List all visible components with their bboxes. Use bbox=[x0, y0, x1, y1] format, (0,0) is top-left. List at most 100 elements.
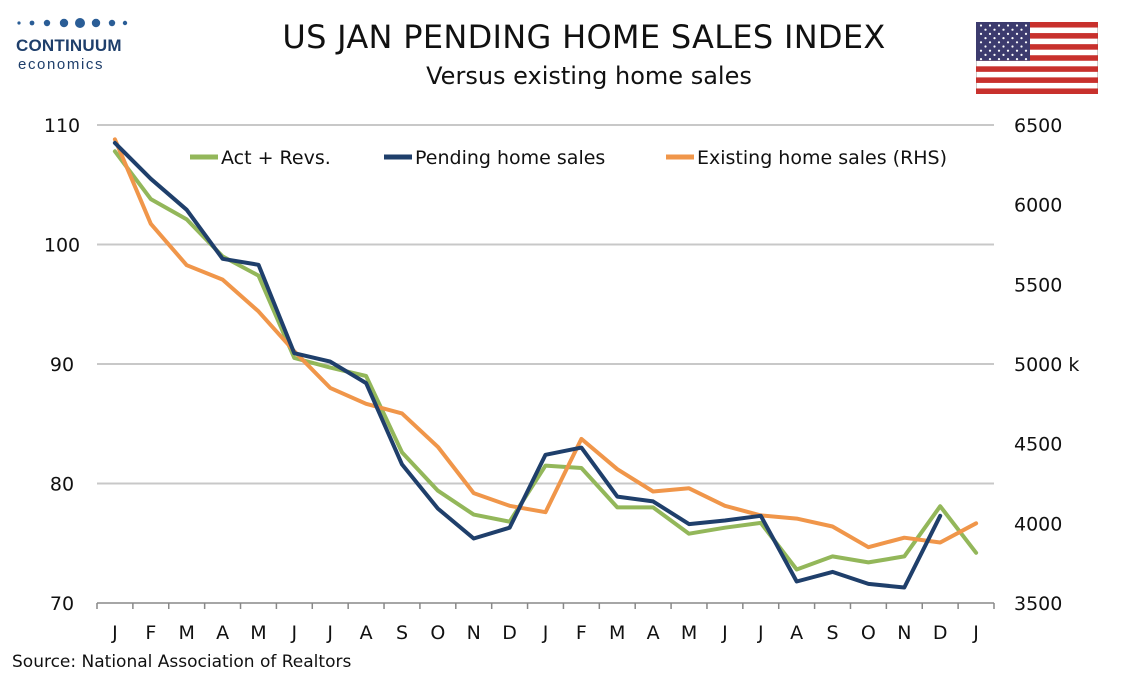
legend-act-revs: Act + Revs. bbox=[190, 147, 331, 169]
x-tick-label: M bbox=[609, 622, 625, 644]
y-right-tick-label: 5000 k bbox=[1014, 354, 1079, 376]
flag-star bbox=[1011, 53, 1014, 56]
flag-star bbox=[997, 32, 1001, 35]
flag-stripe bbox=[976, 44, 1098, 50]
flag-star bbox=[1011, 45, 1014, 48]
x-tick-label: O bbox=[861, 622, 876, 644]
chart-subtitle: Versus existing home sales bbox=[426, 62, 752, 90]
x-tick-label: A bbox=[216, 622, 229, 644]
flag-star bbox=[997, 58, 1001, 61]
legend-label: Pending home sales bbox=[415, 147, 605, 169]
flag-stripe bbox=[976, 88, 1098, 94]
y-right-tick-label: 3500 bbox=[1014, 593, 1062, 615]
continuum-economics-logo: CONTINUUM economics bbox=[12, 14, 142, 73]
x-tick-label: F bbox=[145, 622, 156, 644]
legend-label: Act + Revs. bbox=[221, 147, 331, 169]
y-left-tick-label: 80 bbox=[50, 474, 74, 496]
x-tick-label: J bbox=[757, 622, 764, 644]
flag-star bbox=[997, 49, 1001, 52]
flag-star bbox=[1006, 24, 1010, 27]
y-right-tick-label: 4500 bbox=[1014, 434, 1062, 456]
x-tick-label: D bbox=[933, 622, 948, 644]
flag-star bbox=[1020, 53, 1023, 56]
flag-star bbox=[1015, 49, 1019, 52]
flag-star bbox=[1020, 28, 1023, 31]
flag-star bbox=[1006, 32, 1010, 35]
x-tick-label: J bbox=[326, 622, 333, 644]
flag-star bbox=[1015, 58, 1019, 61]
flag-star bbox=[1020, 37, 1023, 40]
chart-title: US JAN PENDING HOME SALES INDEX bbox=[282, 18, 886, 56]
y-left-tick-label: 70 bbox=[50, 593, 74, 615]
logo-subtitle: economics bbox=[18, 56, 105, 73]
flag-star bbox=[993, 37, 996, 40]
flag-star bbox=[1020, 45, 1023, 48]
x-tick-label: F bbox=[576, 622, 587, 644]
x-tick-label: M bbox=[250, 622, 266, 644]
flag-star bbox=[988, 32, 992, 35]
flag-star bbox=[993, 53, 996, 56]
flag-star bbox=[984, 37, 987, 40]
flag-star bbox=[993, 28, 996, 31]
flag-star bbox=[1002, 53, 1005, 56]
flag-star bbox=[1011, 28, 1014, 31]
flag-star bbox=[979, 24, 983, 27]
legend-label: Existing home sales (RHS) bbox=[697, 147, 947, 169]
x-tick-label: J bbox=[721, 622, 728, 644]
flag-star bbox=[1006, 49, 1010, 52]
x-tick-label: S bbox=[827, 622, 839, 644]
flag-star bbox=[1002, 37, 1005, 40]
flag-star bbox=[1011, 37, 1014, 40]
x-tick-label: S bbox=[396, 622, 408, 644]
logo-wordmark: CONTINUUM bbox=[16, 36, 122, 55]
y-right-tick-label: 6500 bbox=[1014, 115, 1062, 137]
flag-star bbox=[1024, 49, 1028, 52]
flag-star bbox=[1015, 32, 1019, 35]
flag-star bbox=[1024, 32, 1028, 35]
x-tick-label: O bbox=[430, 622, 445, 644]
flag-stripe bbox=[976, 22, 1098, 28]
x-tick-label: A bbox=[790, 622, 803, 644]
flag-star bbox=[997, 24, 1001, 27]
flag-star bbox=[979, 58, 983, 61]
flag-star bbox=[988, 24, 992, 27]
y-left-tick-label: 90 bbox=[50, 354, 74, 376]
flag-stripe bbox=[976, 33, 1098, 39]
flag-star bbox=[984, 53, 987, 56]
flag-star bbox=[1002, 28, 1005, 31]
x-tick-label: M bbox=[681, 622, 697, 644]
flag-star bbox=[993, 45, 996, 48]
flag-star bbox=[988, 41, 992, 44]
x-tick-label: A bbox=[360, 622, 373, 644]
flag-star bbox=[1024, 41, 1028, 44]
x-tick-label: N bbox=[897, 622, 911, 644]
flag-star bbox=[984, 28, 987, 31]
flag-star bbox=[1006, 58, 1010, 61]
x-tick-label: D bbox=[502, 622, 517, 644]
flag-star bbox=[997, 41, 1001, 44]
flag-stripe bbox=[976, 66, 1098, 72]
flag-stripe bbox=[976, 77, 1098, 83]
flag-star bbox=[988, 58, 992, 61]
y-left-tick-label: 110 bbox=[44, 115, 80, 137]
source-note: Source: National Association of Realtors bbox=[12, 652, 352, 672]
y-right-tick-label: 5500 bbox=[1014, 274, 1062, 296]
flag-star bbox=[988, 49, 992, 52]
flag-star bbox=[1006, 41, 1010, 44]
x-tick-label: J bbox=[542, 622, 549, 644]
legend-pending: Pending home sales bbox=[384, 147, 605, 169]
flag-star bbox=[1024, 58, 1028, 61]
flag-star bbox=[1024, 24, 1028, 27]
series-pending-line bbox=[112, 140, 943, 590]
us-flag-icon bbox=[976, 22, 1098, 94]
y-right-tick-label: 4000 bbox=[1014, 513, 1062, 535]
y-left-tick-label: 100 bbox=[44, 235, 80, 257]
flag-stripe bbox=[976, 55, 1098, 61]
x-tick-label: J bbox=[111, 622, 118, 644]
flag-star bbox=[1015, 41, 1019, 44]
logo-dots-icon bbox=[17, 18, 128, 28]
x-tick-label: J bbox=[291, 622, 298, 644]
flag-star bbox=[979, 41, 983, 44]
series-existing-line bbox=[112, 137, 979, 550]
